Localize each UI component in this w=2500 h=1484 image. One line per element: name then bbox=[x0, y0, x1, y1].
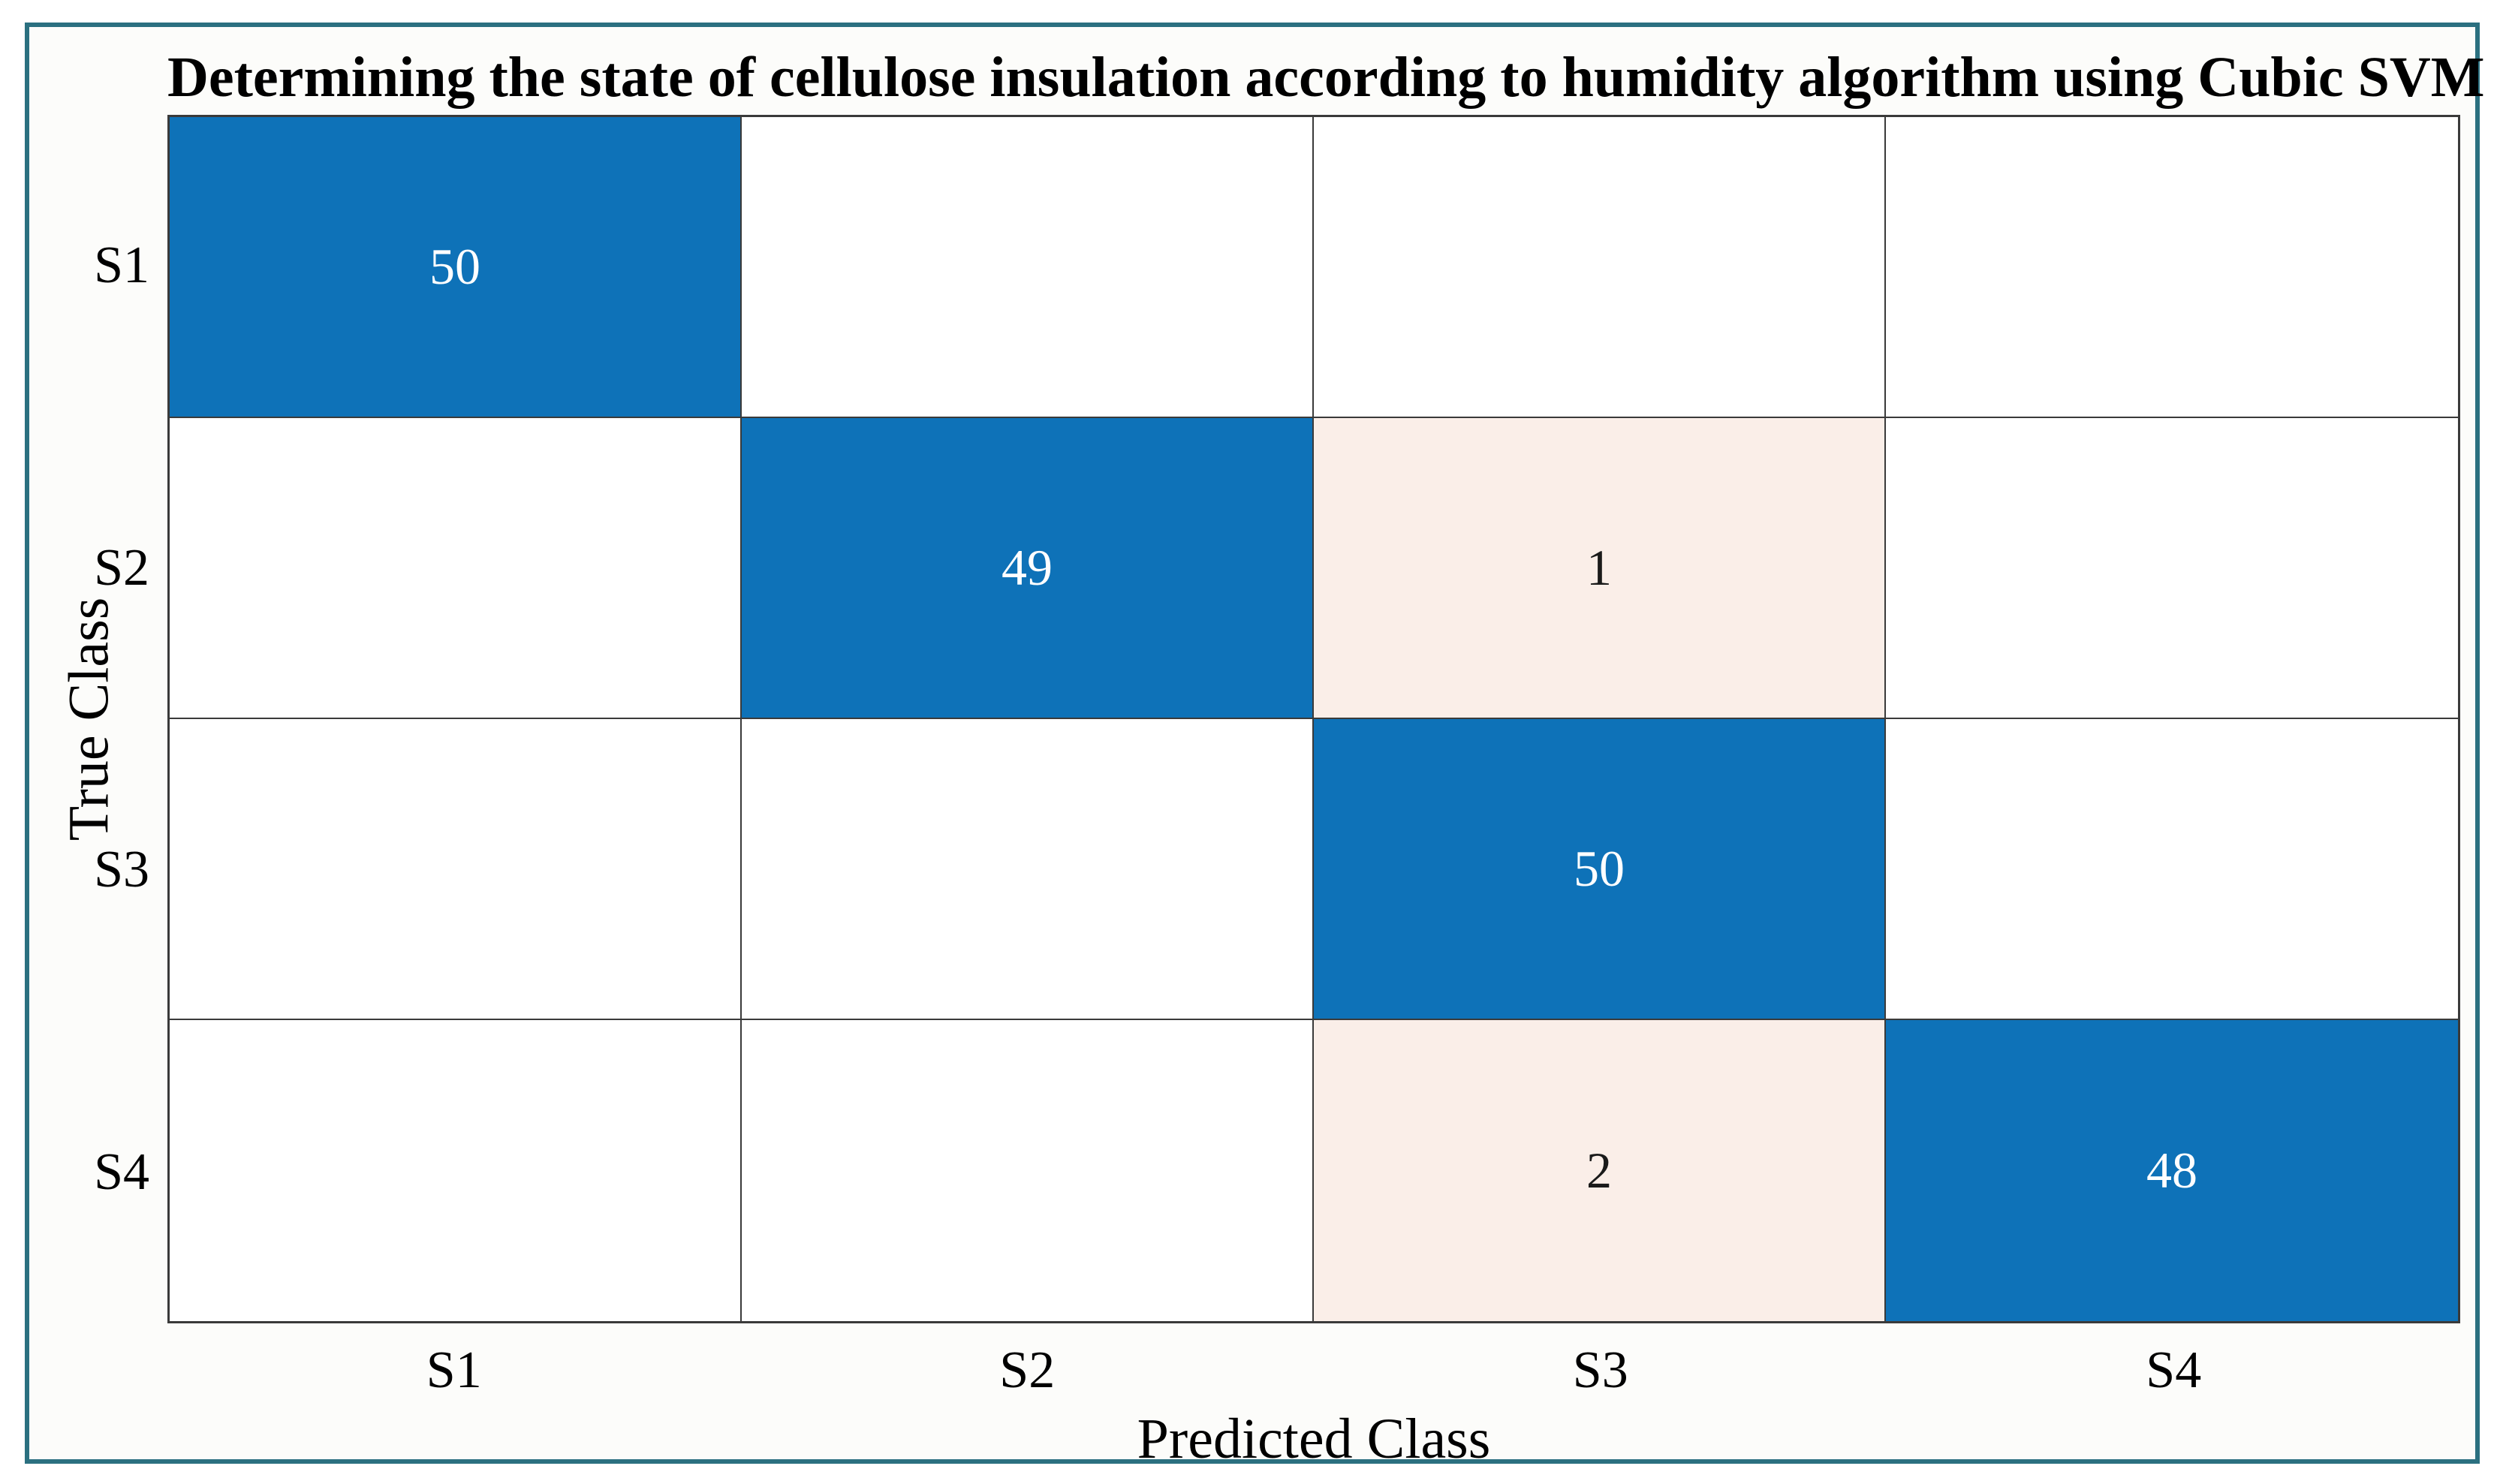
y-axis-title: True Class bbox=[57, 597, 121, 841]
matrix-cell-S4-S3: 2 bbox=[1314, 1020, 1886, 1321]
y-tick-S4: S4 bbox=[94, 1142, 149, 1201]
y-tick-S3: S3 bbox=[94, 841, 149, 899]
matrix-cell-S2-S2: 49 bbox=[742, 418, 1314, 719]
matrix-cell-S3-S3: 50 bbox=[1314, 719, 1886, 1020]
matrix-cell-S4-S1 bbox=[170, 1020, 742, 1321]
cell-value: 1 bbox=[1586, 539, 1612, 596]
matrix-cell-S3-S2 bbox=[742, 719, 1314, 1020]
confusion-matrix-grid: 50 49 1 50 2 48 bbox=[167, 115, 2460, 1323]
y-axis-tick-labels: S1 S2 S3 S4 bbox=[37, 115, 157, 1323]
cell-value: 2 bbox=[1586, 1142, 1612, 1199]
chart-title: Determining the state of cellulose insul… bbox=[167, 46, 2485, 109]
y-tick-S2: S2 bbox=[94, 538, 149, 597]
matrix-cell-S1-S3 bbox=[1314, 117, 1886, 418]
matrix-cell-S4-S2 bbox=[742, 1020, 1314, 1321]
x-tick-S1: S1 bbox=[426, 1341, 482, 1399]
matrix-cell-S1-S4 bbox=[1886, 117, 2458, 418]
x-axis-tick-labels: S1 S2 S3 S4 bbox=[167, 1337, 2460, 1404]
cell-value: 48 bbox=[2146, 1142, 2197, 1199]
x-tick-S4: S4 bbox=[2146, 1341, 2202, 1399]
matrix-cell-S3-S1 bbox=[170, 719, 742, 1020]
matrix-cell-S3-S4 bbox=[1886, 719, 2458, 1020]
matrix-cell-S4-S4: 48 bbox=[1886, 1020, 2458, 1321]
cell-value: 50 bbox=[429, 238, 480, 295]
matrix-cell-S1-S1: 50 bbox=[170, 117, 742, 418]
x-tick-S2: S2 bbox=[999, 1341, 1056, 1399]
matrix-cell-S2-S4 bbox=[1886, 418, 2458, 719]
matrix-cell-S2-S1 bbox=[170, 418, 742, 719]
figure-frame: Determining the state of cellulose insul… bbox=[25, 23, 2485, 1470]
cell-value: 50 bbox=[1574, 840, 1625, 897]
matrix-cell-S2-S3: 1 bbox=[1314, 418, 1886, 719]
x-tick-S3: S3 bbox=[1572, 1341, 1628, 1399]
matrix-cell-S1-S2 bbox=[742, 117, 1314, 418]
y-tick-S1: S1 bbox=[94, 236, 149, 295]
x-axis-title: Predicted Class bbox=[1137, 1407, 1491, 1470]
cell-value: 49 bbox=[1002, 539, 1053, 596]
